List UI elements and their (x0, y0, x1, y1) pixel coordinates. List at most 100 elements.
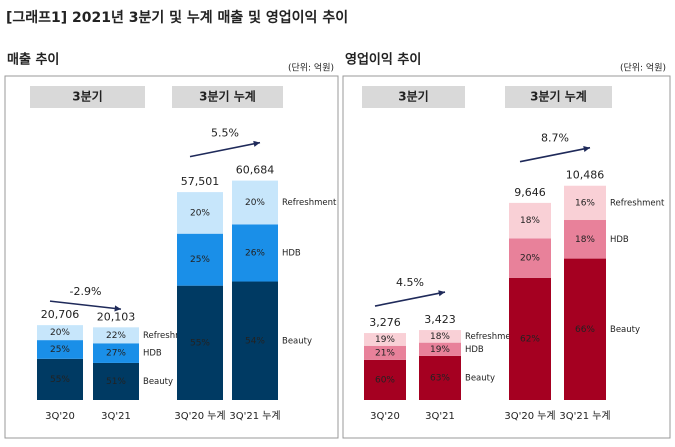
bar-segment (232, 180, 278, 225)
segment-label: 22% (106, 331, 126, 341)
growth-label: 4.5% (396, 276, 424, 289)
total-label: 20,103 (97, 310, 136, 323)
panel (4, 75, 339, 439)
growth-arrow-head (438, 290, 445, 297)
total-label: 3,423 (424, 313, 456, 326)
bar-segment (177, 233, 223, 286)
growth-arrow (374, 291, 446, 307)
bar-segment (93, 343, 139, 363)
growth-label: 8.7% (541, 132, 569, 145)
total-label: 10,486 (566, 169, 605, 182)
bar-segment (564, 185, 606, 221)
segment-label: 20% (190, 208, 210, 218)
series-name: HDB (610, 235, 629, 245)
bar-segment (232, 224, 278, 282)
segment-label: 18% (520, 216, 540, 226)
segment-label: 16% (575, 198, 595, 208)
bar-segment (419, 330, 461, 343)
segment-label: 26% (245, 249, 265, 259)
bar-segment (37, 340, 83, 359)
group-label: 3분기 누계 (530, 89, 587, 104)
series-name: Beauty (465, 373, 495, 383)
segment-label: 55% (190, 338, 210, 348)
growth-arrow-head (114, 305, 121, 312)
segment-label: 51% (106, 377, 126, 387)
segment-label: 25% (50, 345, 70, 355)
segment-label: 20% (245, 198, 265, 208)
segment-label: 63% (430, 373, 450, 383)
segment-label: 18% (430, 332, 450, 342)
group-label: 3분기 누계 (199, 89, 256, 104)
x-tick-label: 3Q'21 누계 (229, 410, 280, 422)
series-name: Beauty (143, 377, 173, 387)
growth-arrow-head (583, 145, 590, 152)
growth-arrow (49, 300, 122, 310)
bar-segment (419, 342, 461, 356)
total-label: 9,646 (514, 186, 546, 199)
segment-label: 60% (375, 375, 395, 385)
x-tick-label: 3Q'20 (45, 411, 75, 422)
series-name: Beauty (282, 336, 312, 346)
segment-label: 21% (375, 348, 395, 358)
chart-title: 매출 추이 (7, 52, 59, 68)
unit-note: (단위: 억원) (288, 62, 334, 74)
bar-segment (177, 285, 223, 400)
growth-label: -2.9% (70, 285, 102, 298)
segment-label: 20% (520, 254, 540, 264)
bar-segment (509, 277, 551, 400)
unit-note: (단위: 억원) (620, 62, 666, 74)
series-name: Refreshment (143, 331, 198, 341)
growth-arrow-head (253, 140, 260, 147)
bar-segment (564, 258, 606, 400)
bar-segment (232, 281, 278, 400)
group-label-box (505, 86, 612, 108)
growth-arrow (519, 146, 591, 163)
x-tick-label: 3Q'21 누계 (559, 410, 610, 422)
x-tick-label: 3Q'21 (101, 411, 131, 422)
bar-segment (364, 359, 406, 400)
group-label: 3분기 (72, 89, 102, 104)
x-tick-label: 3Q'20 (370, 411, 400, 422)
segment-label: 62% (520, 334, 540, 344)
bar-segment (564, 220, 606, 259)
x-tick-label: 3Q'20 누계 (504, 410, 555, 422)
growth-arrow (189, 141, 261, 158)
segment-label: 66% (575, 325, 595, 335)
bar-segment (37, 358, 83, 400)
series-name: HDB (465, 345, 484, 355)
growth-label: 5.5% (211, 127, 239, 140)
total-label: 60,684 (236, 164, 275, 177)
group-label-box (172, 86, 283, 108)
bar-segment (364, 333, 406, 346)
segment-label: 18% (575, 235, 595, 245)
bar-segment (509, 202, 551, 239)
page-title: [그래프1] 2021년 3분기 및 누계 매출 및 영업이익 추이 (6, 9, 348, 26)
group-label: 3분기 (398, 89, 428, 104)
x-tick-label: 3Q'20 누계 (174, 410, 225, 422)
total-label: 3,276 (369, 316, 401, 329)
segment-label: 55% (50, 375, 70, 385)
bar-segment (419, 355, 461, 400)
series-name: HDB (282, 249, 301, 259)
segment-label: 19% (375, 335, 395, 345)
group-label-box (362, 86, 465, 108)
segment-label: 27% (106, 349, 126, 359)
bar-segment (509, 238, 551, 278)
x-tick-label: 3Q'21 (425, 411, 455, 422)
series-name: HDB (143, 349, 162, 359)
series-name: Refreshment (465, 332, 520, 342)
bar-segment (93, 327, 139, 344)
series-name: Refreshment (610, 198, 665, 208)
series-name: Beauty (610, 325, 640, 335)
bar-segment (93, 362, 139, 400)
chart-title: 영업이익 추이 (345, 52, 421, 68)
segment-label: 19% (430, 345, 450, 355)
total-label: 57,501 (181, 175, 220, 188)
panel (342, 75, 671, 439)
segment-label: 25% (190, 255, 210, 265)
bar-segment (177, 192, 223, 234)
bar-segment (364, 345, 406, 360)
total-label: 20,706 (41, 308, 80, 321)
bar-segment (37, 325, 83, 341)
